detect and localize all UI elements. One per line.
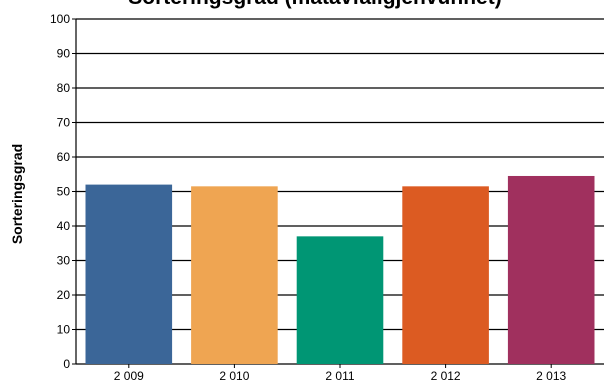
x-tick-label: 2 012 bbox=[431, 369, 461, 383]
bar bbox=[507, 175, 595, 364]
y-axis-ticks: 0 10 20 30 40 50 60 70 80 90 100 bbox=[50, 12, 76, 371]
y-tick-label: 80 bbox=[57, 81, 71, 95]
y-tick-label: 0 bbox=[63, 357, 70, 371]
bar bbox=[85, 184, 173, 364]
bar bbox=[296, 236, 384, 364]
y-tick-label: 60 bbox=[57, 150, 71, 164]
y-tick-label: 100 bbox=[50, 12, 70, 26]
x-tick-label: 2 013 bbox=[536, 369, 566, 383]
chart-title: Sorteringsgrad (matavfallgjenvunnet) bbox=[128, 0, 501, 9]
y-tick-label: 90 bbox=[57, 47, 71, 61]
x-tick-label: 2 011 bbox=[325, 369, 354, 383]
bars bbox=[85, 175, 595, 364]
x-tick-label: 2 009 bbox=[114, 369, 144, 383]
y-tick-label: 20 bbox=[57, 288, 71, 302]
x-axis-ticks: 2 009 2 010 2 011 2 012 2 013 bbox=[114, 364, 567, 383]
y-tick-label: 40 bbox=[57, 219, 71, 233]
y-tick-label: 50 bbox=[57, 185, 71, 199]
bar bbox=[191, 186, 278, 364]
y-tick-label: 30 bbox=[57, 254, 71, 268]
y-tick-label: 10 bbox=[57, 323, 71, 337]
y-axis-title: Sorteringsgrad bbox=[9, 144, 25, 244]
x-tick-label: 2 010 bbox=[219, 369, 249, 383]
bar bbox=[402, 186, 489, 364]
y-tick-label: 70 bbox=[57, 116, 71, 130]
